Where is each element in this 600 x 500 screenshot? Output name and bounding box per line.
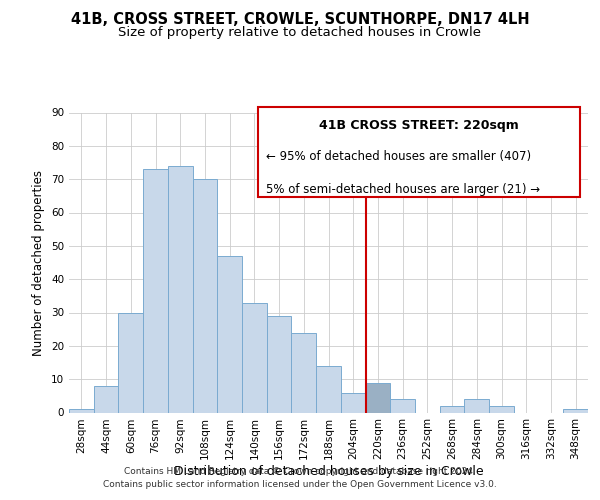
Bar — [118, 312, 143, 412]
Bar — [316, 366, 341, 412]
Bar — [365, 382, 390, 412]
Text: Contains HM Land Registry data © Crown copyright and database right 2024.: Contains HM Land Registry data © Crown c… — [124, 467, 476, 476]
Bar — [390, 399, 415, 412]
Bar — [143, 169, 168, 412]
Text: Size of property relative to detached houses in Crowle: Size of property relative to detached ho… — [119, 26, 482, 39]
Bar — [292, 332, 316, 412]
Bar — [168, 166, 193, 412]
Bar — [193, 179, 217, 412]
Bar — [464, 399, 489, 412]
Y-axis label: Number of detached properties: Number of detached properties — [32, 170, 46, 356]
Text: 41B, CROSS STREET, CROWLE, SCUNTHORPE, DN17 4LH: 41B, CROSS STREET, CROWLE, SCUNTHORPE, D… — [71, 12, 529, 28]
Bar — [217, 256, 242, 412]
Text: 41B CROSS STREET: 220sqm: 41B CROSS STREET: 220sqm — [319, 118, 519, 132]
Bar — [267, 316, 292, 412]
Bar — [489, 406, 514, 412]
FancyBboxPatch shape — [259, 106, 580, 196]
Text: 5% of semi-detached houses are larger (21) →: 5% of semi-detached houses are larger (2… — [266, 183, 541, 196]
Text: Contains public sector information licensed under the Open Government Licence v3: Contains public sector information licen… — [103, 480, 497, 489]
Bar — [69, 409, 94, 412]
Bar — [242, 302, 267, 412]
Text: ← 95% of detached houses are smaller (407): ← 95% of detached houses are smaller (40… — [266, 150, 532, 163]
Bar — [341, 392, 365, 412]
Bar — [440, 406, 464, 412]
Bar — [563, 409, 588, 412]
Bar — [94, 386, 118, 412]
X-axis label: Distribution of detached houses by size in Crowle: Distribution of detached houses by size … — [173, 465, 484, 478]
